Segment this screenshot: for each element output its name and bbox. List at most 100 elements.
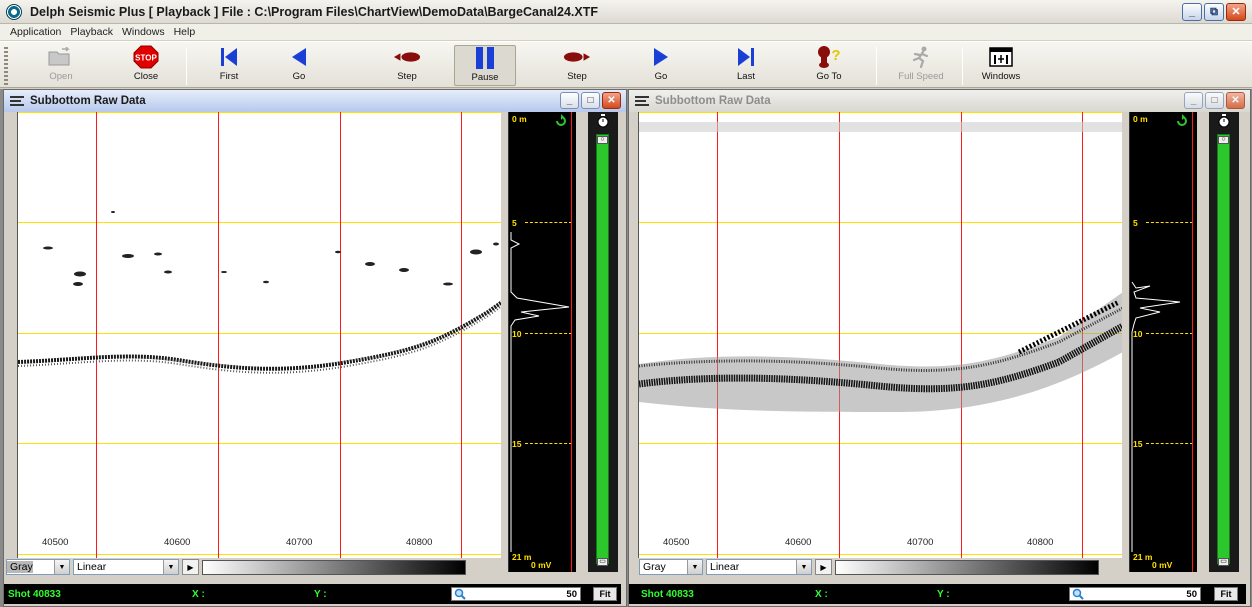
- menu-windows[interactable]: Windows: [121, 26, 165, 38]
- close-file-button[interactable]: STOP Close: [115, 45, 177, 86]
- go-back-button[interactable]: Go: [268, 45, 330, 86]
- open-button[interactable]: Open: [30, 45, 92, 86]
- app-logo-icon: [6, 3, 22, 20]
- shot-tick-label: 40500: [42, 537, 69, 548]
- right-status-bar: Shot 40833 X : Y : 50 Fit: [629, 584, 1246, 604]
- right-depth-profile[interactable]: 0 m 5 10 15 21 m 0 mV: [1129, 112, 1197, 572]
- left-play-icon[interactable]: ▶: [182, 559, 199, 575]
- right-maximize-button[interactable]: □: [1205, 92, 1224, 109]
- window-controls: _ ⧉ ✕: [1182, 3, 1246, 21]
- go-forward-button[interactable]: Go: [630, 45, 692, 86]
- go-forward-label: Go: [654, 71, 668, 82]
- step-forward-button[interactable]: Step: [546, 45, 608, 86]
- right-fit-button[interactable]: Fit: [1214, 587, 1238, 601]
- depth-gridline: [18, 112, 501, 113]
- pause-button[interactable]: Pause: [454, 45, 516, 86]
- step-forward-label: Step: [567, 71, 587, 82]
- depth-gridline: [639, 443, 1122, 444]
- left-maximize-button[interactable]: □: [581, 92, 600, 109]
- depth-edge-line: [571, 112, 572, 572]
- left-palette-select[interactable]: Gray ▼: [6, 559, 70, 575]
- shot-gridline: [96, 112, 97, 558]
- gain-bottom-knob[interactable]: ▭: [1218, 558, 1229, 566]
- right-shot-number: Shot 40833: [641, 588, 694, 600]
- right-close-button[interactable]: ✕: [1226, 92, 1245, 109]
- goto-button[interactable]: ? Go To: [798, 45, 860, 86]
- right-scale-select[interactable]: Linear ▼: [706, 559, 812, 575]
- step-back-button[interactable]: Step: [376, 45, 438, 86]
- left-grayscale-gradient[interactable]: [202, 559, 466, 575]
- right-play-icon[interactable]: ▶: [815, 559, 832, 575]
- right-minimize-button[interactable]: _: [1184, 92, 1203, 109]
- menu-bar: Application Playback Windows Help: [0, 24, 1252, 40]
- right-seismic-trace: [639, 122, 1122, 412]
- left-shot-number: Shot 40833: [8, 588, 61, 600]
- restore-button[interactable]: ⧉: [1204, 3, 1224, 21]
- right-scale-value: Linear: [710, 561, 740, 573]
- left-window-titlebar[interactable]: Subbottom Raw Data _ □ ✕: [4, 90, 626, 112]
- shot-gridline: [461, 112, 462, 558]
- left-fit-button[interactable]: Fit: [593, 587, 617, 601]
- left-gain-bar[interactable]: ○ ▭: [588, 112, 618, 572]
- refresh-icon[interactable]: [1175, 114, 1189, 128]
- chevron-down-icon[interactable]: ▼: [796, 560, 811, 574]
- mdi-workspace: Subbottom Raw Data _ □ ✕: [0, 89, 1252, 607]
- step-back-icon: [393, 45, 421, 69]
- close-window-button[interactable]: ✕: [1226, 3, 1246, 21]
- left-scale-select[interactable]: Linear ▼: [73, 559, 179, 575]
- left-minimize-button[interactable]: _: [560, 92, 579, 109]
- window-layout-icon: [987, 45, 1015, 69]
- chevron-down-icon[interactable]: ▼: [687, 560, 702, 574]
- depth-edge-line: [1192, 112, 1193, 572]
- shot-gridline: [839, 112, 840, 558]
- depth-gridline: [18, 554, 501, 555]
- toolbar-grip[interactable]: [4, 47, 8, 85]
- menu-playback[interactable]: Playback: [70, 26, 113, 38]
- menu-help[interactable]: Help: [173, 26, 196, 38]
- chevron-down-icon[interactable]: ▼: [163, 560, 178, 574]
- first-button[interactable]: First: [198, 45, 260, 86]
- left-subbottom-window[interactable]: Subbottom Raw Data _ □ ✕: [3, 89, 627, 607]
- right-seismic-plot[interactable]: [638, 112, 1122, 558]
- right-gain-bar[interactable]: ○ ▭: [1209, 112, 1239, 572]
- shot-gridline: [340, 112, 341, 558]
- right-x-coord: X :: [815, 588, 828, 600]
- playback-toolbar: Open STOP Close First Go Step Pause: [0, 41, 1252, 88]
- full-speed-button[interactable]: Full Speed: [890, 45, 952, 86]
- left-palette-value: Gray: [7, 561, 33, 573]
- pause-icon: [471, 46, 499, 70]
- left-zoom-box[interactable]: 50: [451, 587, 581, 601]
- depth-gridline: [18, 443, 501, 444]
- last-button[interactable]: Last: [715, 45, 777, 86]
- shot-tick-label: 40700: [286, 537, 313, 548]
- windows-button[interactable]: Windows: [970, 45, 1032, 86]
- refresh-icon[interactable]: [554, 114, 568, 128]
- timer-icon[interactable]: [1217, 114, 1231, 128]
- left-y-coord: Y :: [314, 588, 327, 600]
- right-grayscale-gradient[interactable]: [835, 559, 1099, 575]
- gain-bottom-knob[interactable]: ▭: [597, 558, 608, 566]
- stop-sign-icon: STOP: [132, 45, 160, 69]
- right-zoom-box[interactable]: 50: [1069, 587, 1201, 601]
- menu-application[interactable]: Application: [10, 26, 62, 38]
- step-back-label: Step: [397, 71, 417, 82]
- app-title: Delph Seismic Plus [ Playback ] File : C…: [30, 4, 599, 19]
- gain-top-knob[interactable]: ○: [597, 136, 608, 144]
- minimize-button[interactable]: _: [1182, 3, 1202, 21]
- timer-icon[interactable]: [596, 114, 610, 128]
- depth-gridline: [639, 554, 1122, 555]
- right-palette-select[interactable]: Gray ▼: [639, 559, 703, 575]
- left-close-button[interactable]: ✕: [602, 92, 621, 109]
- sonar-icon: [635, 95, 651, 107]
- left-zoom-value: 50: [566, 588, 577, 600]
- left-seismic-plot[interactable]: [17, 112, 501, 558]
- depth-gridline: [18, 333, 501, 334]
- right-display-controls: Gray ▼ Linear ▼ ▶: [637, 558, 1099, 576]
- right-subbottom-window[interactable]: Subbottom Raw Data _ □ ✕: [628, 89, 1251, 607]
- right-window-titlebar[interactable]: Subbottom Raw Data _ □ ✕: [629, 90, 1250, 112]
- gain-top-knob[interactable]: ○: [1218, 136, 1229, 144]
- chevron-down-icon[interactable]: ▼: [54, 560, 69, 574]
- gain-level-fill: [1217, 134, 1230, 564]
- depth-10-label: 10: [1133, 329, 1143, 339]
- left-depth-profile[interactable]: 0 m 5 10 15 21 m 0 mV: [508, 112, 576, 572]
